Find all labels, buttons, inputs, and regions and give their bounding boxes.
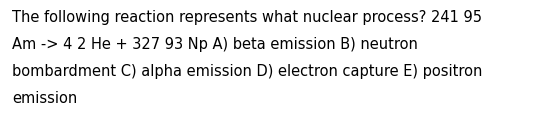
Text: bombardment C) alpha emission D) electron capture E) positron: bombardment C) alpha emission D) electro…	[12, 64, 482, 79]
Text: The following reaction represents what nuclear process? 241 95: The following reaction represents what n…	[12, 10, 482, 25]
Text: emission: emission	[12, 91, 77, 106]
Text: Am -> 4 2 He + 327 93 Np A) beta emission B) neutron: Am -> 4 2 He + 327 93 Np A) beta emissio…	[12, 37, 418, 52]
